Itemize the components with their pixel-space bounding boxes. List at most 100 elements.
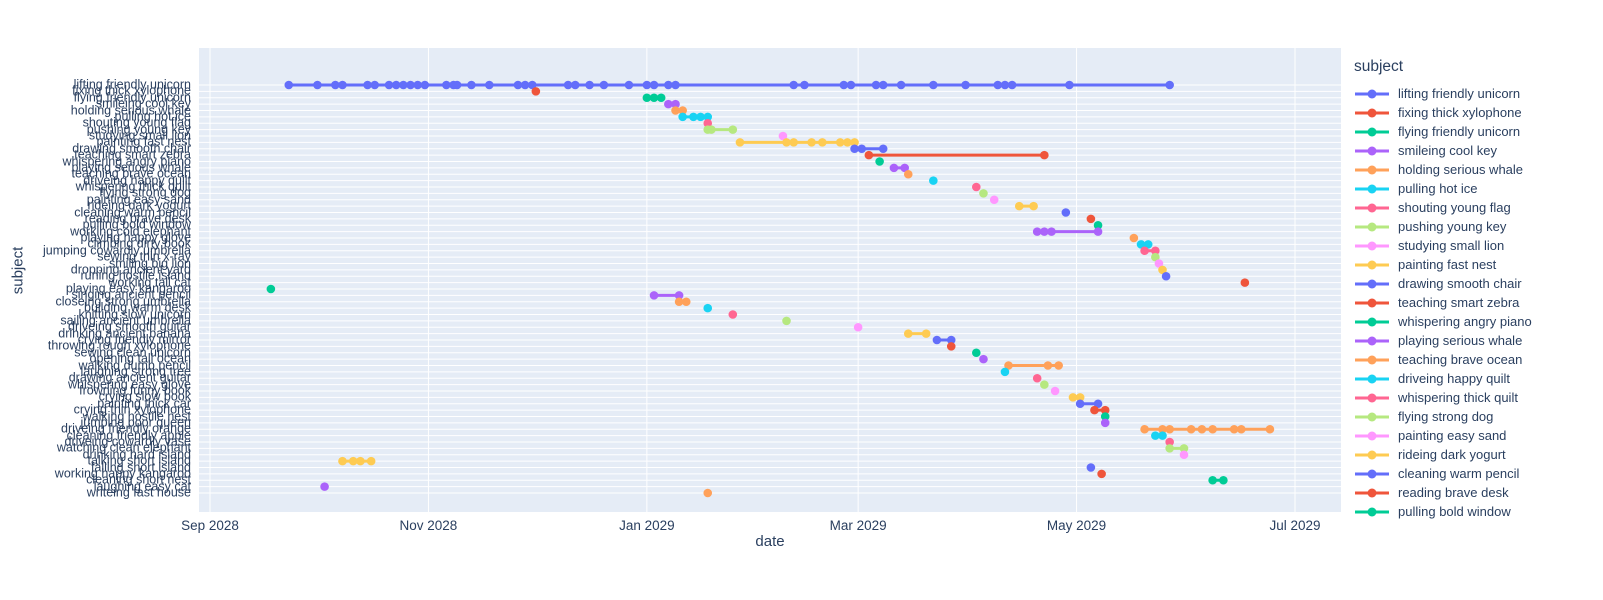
data-point[interactable]: [864, 150, 874, 160]
data-point[interactable]: [1032, 227, 1042, 236]
data-point[interactable]: [1161, 271, 1171, 281]
data-point[interactable]: [1093, 220, 1103, 230]
data-point[interactable]: [818, 138, 827, 147]
data-point[interactable]: [656, 93, 666, 103]
data-point[interactable]: [649, 291, 659, 300]
data-point[interactable]: [1100, 412, 1110, 421]
data-point[interactable]: [399, 80, 408, 90]
plot-background[interactable]: [199, 48, 1341, 512]
legend-item-painting-fast-nest[interactable]: painting fast nest: [1354, 255, 1599, 274]
data-point[interactable]: [972, 348, 981, 358]
data-point[interactable]: [266, 284, 276, 294]
data-point[interactable]: [624, 80, 634, 90]
data-point[interactable]: [1236, 424, 1246, 434]
data-point[interactable]: [1165, 444, 1174, 453]
data-point[interactable]: [1165, 424, 1174, 434]
legend-item-cleaning-warm-pencil[interactable]: cleaning warm pencil: [1354, 464, 1599, 483]
data-point[interactable]: [728, 125, 738, 134]
data-point[interactable]: [1029, 201, 1038, 211]
legend-item-teaching-smart-zebra[interactable]: teaching smart zebra: [1354, 293, 1599, 312]
data-point[interactable]: [1090, 405, 1099, 415]
data-point[interactable]: [850, 138, 859, 147]
data-point[interactable]: [1186, 424, 1196, 434]
data-point[interactable]: [1208, 424, 1217, 434]
data-point[interactable]: [989, 195, 999, 205]
data-point[interactable]: [979, 189, 988, 198]
data-point[interactable]: [979, 354, 988, 364]
data-point[interactable]: [857, 144, 867, 154]
data-point[interactable]: [678, 112, 687, 122]
data-point[interactable]: [1093, 227, 1103, 236]
data-point[interactable]: [853, 322, 863, 332]
data-point[interactable]: [703, 118, 713, 128]
legend-item-drawing-smooth-chair[interactable]: drawing smooth chair: [1354, 274, 1599, 293]
data-point[interactable]: [681, 297, 691, 307]
data-point[interactable]: [671, 106, 680, 115]
data-point[interactable]: [599, 80, 609, 90]
data-point[interactable]: [356, 456, 365, 466]
data-point[interactable]: [1043, 361, 1053, 370]
data-point[interactable]: [735, 138, 745, 147]
data-point[interactable]: [889, 163, 899, 173]
legend-item-lifting-friendly-unicorn[interactable]: lifting friendly unicorn: [1354, 84, 1599, 103]
data-point[interactable]: [1151, 246, 1160, 256]
data-point[interactable]: [1032, 373, 1042, 383]
data-point[interactable]: [850, 144, 859, 154]
data-point[interactable]: [664, 80, 673, 90]
data-point[interactable]: [520, 80, 530, 90]
data-point[interactable]: [1086, 214, 1096, 224]
data-point[interactable]: [782, 138, 791, 147]
data-point[interactable]: [1100, 418, 1110, 428]
data-point[interactable]: [384, 80, 394, 90]
data-point[interactable]: [903, 329, 913, 338]
data-point[interactable]: [1086, 463, 1096, 472]
data-point[interactable]: [513, 80, 523, 90]
legend-item-flying-friendly-unicorn[interactable]: flying friendly unicorn: [1354, 122, 1599, 141]
legend-item-pulling-hot-ice[interactable]: pulling hot ice: [1354, 179, 1599, 198]
data-point[interactable]: [1154, 259, 1164, 268]
data-point[interactable]: [1100, 405, 1110, 415]
data-point[interactable]: [1151, 252, 1160, 262]
data-point[interactable]: [903, 169, 913, 179]
legend-item-fixing-thick-xylophone[interactable]: fixing thick xylophone: [1354, 103, 1599, 122]
data-point[interactable]: [1014, 201, 1024, 211]
data-point[interactable]: [370, 80, 380, 90]
data-point[interactable]: [1143, 240, 1153, 249]
data-point[interactable]: [1050, 386, 1060, 396]
data-point[interactable]: [642, 93, 652, 103]
data-point[interactable]: [406, 80, 415, 90]
data-point[interactable]: [896, 80, 906, 90]
data-point[interactable]: [946, 335, 956, 345]
legend-item-playing-serious-whale[interactable]: playing serious whale: [1354, 331, 1599, 350]
legend-item-reading-brave-desk[interactable]: reading brave desk: [1354, 483, 1599, 502]
data-point[interactable]: [846, 80, 856, 90]
data-point[interactable]: [284, 80, 294, 90]
data-point[interactable]: [875, 157, 884, 166]
data-point[interactable]: [678, 106, 687, 115]
legend-item-pulling-bold-window[interactable]: pulling bold window: [1354, 502, 1599, 521]
data-point[interactable]: [728, 310, 738, 319]
data-point[interactable]: [585, 80, 594, 90]
data-point[interactable]: [1093, 399, 1103, 409]
legend-item-holding-serious-whale[interactable]: holding serious whale: [1354, 160, 1599, 179]
data-point[interactable]: [570, 80, 580, 90]
legend-item-shouting-young-flag[interactable]: shouting young flag: [1354, 198, 1599, 217]
legend-item-studying-small-lion[interactable]: studying small lion: [1354, 236, 1599, 255]
data-point[interactable]: [363, 80, 372, 90]
data-point[interactable]: [1065, 80, 1074, 90]
data-point[interactable]: [331, 80, 340, 90]
data-point[interactable]: [1068, 393, 1078, 402]
data-point[interactable]: [1075, 399, 1085, 409]
data-point[interactable]: [664, 99, 673, 109]
data-point[interactable]: [1219, 475, 1228, 485]
data-point[interactable]: [1158, 424, 1167, 434]
data-point[interactable]: [1047, 227, 1056, 236]
data-point[interactable]: [1054, 361, 1063, 370]
data-point[interactable]: [703, 303, 713, 313]
data-point[interactable]: [929, 176, 938, 185]
data-point[interactable]: [878, 144, 888, 154]
legend-item-pushing-young-key[interactable]: pushing young key: [1354, 217, 1599, 236]
data-point[interactable]: [1040, 227, 1049, 236]
data-point[interactable]: [689, 112, 698, 122]
data-point[interactable]: [1158, 265, 1167, 275]
